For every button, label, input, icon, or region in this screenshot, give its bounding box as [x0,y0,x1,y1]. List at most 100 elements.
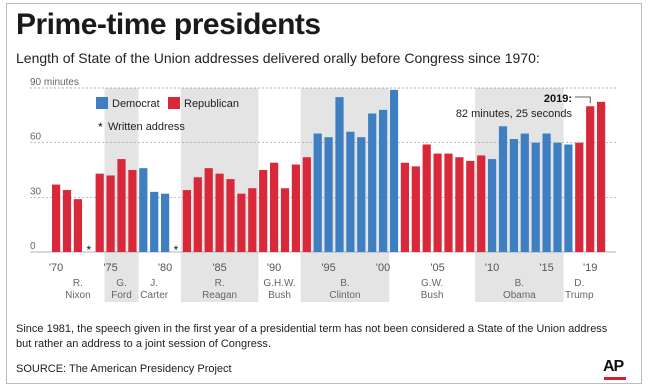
chart-title: Prime-time presidents [16,8,321,41]
annotation-text: 82 minutes, 25 seconds [456,108,573,120]
bar [106,175,115,252]
bar [193,177,202,252]
bar [280,188,290,252]
bar [204,168,213,252]
x-tick-label: '15 [539,262,553,274]
chart-subtitle: Length of State of the Union addresses d… [16,50,540,66]
legend-written-marker: * [98,120,103,134]
president-label: Ford [111,290,132,301]
bar [542,133,551,252]
bar [95,173,104,252]
x-tick-label: '10 [485,262,499,274]
president-label: Bush [421,290,444,301]
bar [73,199,82,252]
y-tick-label: 60 [30,132,42,143]
president-label: G.H.W. [263,278,295,289]
bar [139,168,148,252]
bar [477,155,486,252]
bar [553,142,562,252]
y-tick-label: 30 [30,186,42,197]
bar [400,162,409,252]
legend-label-democrat: Democrat [112,98,160,110]
footnote: Since 1981, the speech given in the firs… [16,323,608,350]
x-tick-label: '70 [49,262,63,274]
written-address-marker: * [174,243,179,257]
bar [150,191,159,252]
president-label: Carter [140,290,168,301]
bar [302,157,311,252]
bar [128,170,137,252]
bar [62,190,72,252]
x-tick-label: '95 [321,262,335,274]
bar [215,173,224,252]
bar [161,193,170,252]
bar [422,144,431,252]
annotation-year: 2019: [544,93,572,105]
y-tick-label: 90 minutes [30,77,79,88]
bar [226,179,235,252]
president-label: Nixon [65,290,91,301]
president-label: G. [116,278,127,289]
bar [335,97,344,252]
x-tick-label: '05 [430,262,444,274]
bar [379,109,388,252]
bar [466,160,475,252]
president-label: Trump [565,290,594,301]
bar [270,162,279,252]
legend-swatch-democrat [96,97,108,109]
legend-swatch-republican [168,97,180,109]
x-tick-label: '80 [158,262,172,274]
president-label: J. [150,278,158,289]
bar [182,190,191,252]
bar [368,113,377,252]
bar [357,137,366,252]
bar [248,188,257,252]
president-label: Bush [268,290,291,301]
bar [259,170,268,252]
ap-logo-underline [604,377,626,380]
president-label: Reagan [202,290,237,301]
legend-label-written: Written address [108,121,185,133]
x-tick-label: '00 [376,262,390,274]
president-label: R. [73,278,83,289]
president-label: R. [215,278,225,289]
bar [411,166,420,252]
bar [509,139,518,252]
bar [444,153,453,252]
bar [433,153,442,252]
source-line: SOURCE: The American Presidency Project [16,363,232,375]
x-tick-label: '75 [103,262,117,274]
y-tick-label: 0 [30,241,36,252]
bar [575,142,584,252]
legend-label-republican: Republican [184,98,239,110]
bar [520,133,529,252]
bar [52,184,61,252]
annotation-leader [575,96,591,104]
ap-logo: AP [603,358,624,375]
x-tick-label: '85 [212,262,226,274]
bar [117,159,126,252]
bar [313,133,322,252]
bar [531,142,540,252]
bar [389,89,399,252]
bar [291,164,300,252]
x-tick-label: '90 [267,262,281,274]
bar [488,159,497,252]
bar-chart: 90 minutes 60 30 0 * * '70 '75 '80 '85 '90 '95 '00 '0… [30,77,616,302]
bar [346,131,355,252]
president-label: D. [574,278,584,289]
president-label: B. [340,278,349,289]
bar [597,101,606,252]
president-label: Clinton [329,290,360,301]
x-tick-label: '19 [583,262,597,274]
bar [564,144,573,252]
bar [324,137,333,252]
bar [455,157,464,252]
president-label: B. [515,278,524,289]
bar [498,126,508,252]
written-address-marker: * [86,243,91,257]
president-label: Obama [503,290,536,301]
bar [586,106,595,252]
bar [237,193,246,252]
president-label: G.W. [421,278,443,289]
